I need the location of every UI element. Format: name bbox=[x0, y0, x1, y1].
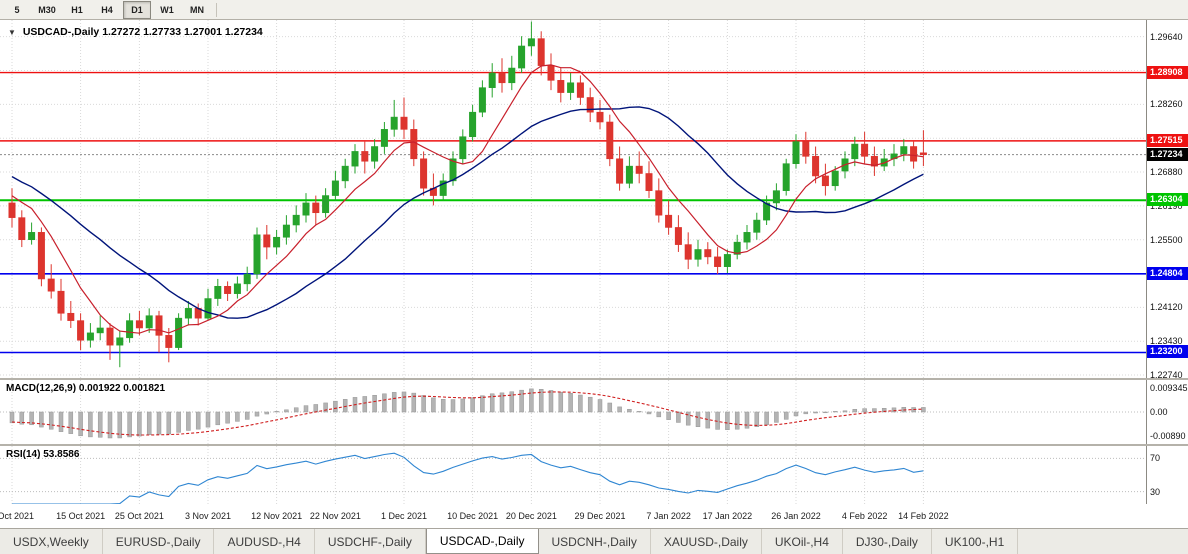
rsi-value: 53.8586 bbox=[43, 449, 80, 460]
price-tick-label: 1.25500 bbox=[1150, 234, 1183, 245]
time-tick-label: 17 Jan 2022 bbox=[702, 511, 753, 521]
chart-tab-dj30--daily[interactable]: DJ30-,Daily bbox=[843, 529, 932, 554]
chart-tab-eurusd--daily[interactable]: EURUSD-,Daily bbox=[103, 529, 215, 554]
chart-tab-ukoil--h4[interactable]: UKOil-,H4 bbox=[762, 529, 843, 554]
price-level-badge: 1.24804 bbox=[1147, 266, 1188, 280]
price-level-badge: 1.26304 bbox=[1147, 193, 1188, 207]
chart-tab-xauusd--daily[interactable]: XAUUSD-,Daily bbox=[651, 529, 762, 554]
toolbar-divider bbox=[216, 2, 217, 17]
chart-tab-usdcnh--daily[interactable]: USDCNH-,Daily bbox=[539, 529, 651, 554]
price-level-badge: 1.23200 bbox=[1147, 345, 1188, 359]
price-tick-label: 1.22740 bbox=[1150, 370, 1183, 381]
price-tick-label: 1.29640 bbox=[1150, 31, 1183, 42]
time-tick-label: 15 Oct 2021 bbox=[56, 511, 106, 521]
timeframe-button-m30[interactable]: M30 bbox=[38, 4, 56, 15]
time-tick-label: 6 Oct 2021 bbox=[0, 511, 35, 521]
time-tick-label: 4 Feb 2022 bbox=[841, 511, 888, 521]
chart-tabs-bar: USDX,Weekly EURUSD-,Daily AUDUSD-,H4 USDCHF… bbox=[0, 528, 1188, 554]
time-axis: 6 Oct 2021 15 Oct 2021 25 Oct 2021 3 Nov 20… bbox=[0, 504, 1188, 528]
chart-tab-usdcad--daily[interactable]: USDCAD-,Daily bbox=[425, 529, 539, 554]
chart-tab-usdchf--daily[interactable]: USDCHF-,Daily bbox=[315, 529, 426, 554]
chart-ohlc-values: 1.27272 1.27733 1.27001 1.27234 bbox=[102, 26, 263, 38]
time-tick-label: 10 Dec 2021 bbox=[447, 511, 499, 521]
rsi-level-label: 70 bbox=[1150, 453, 1161, 464]
timeframe-button-5[interactable]: 5 bbox=[14, 4, 20, 15]
time-tick-label: 12 Nov 2021 bbox=[251, 511, 303, 521]
price-level-badge: 1.27515 bbox=[1147, 133, 1188, 147]
pane-separator-macd[interactable] bbox=[0, 378, 1188, 380]
window-collapse-icon[interactable]: ▼ bbox=[8, 28, 16, 37]
chart-tab-usdx-weekly[interactable]: USDX,Weekly bbox=[0, 529, 103, 554]
pane-separator-rsi[interactable] bbox=[0, 444, 1188, 446]
timeframe-toolbar: 5 M30 H1 H4 D1 W1 MN bbox=[0, 0, 1188, 20]
chart-title: ▼ USDCAD-,Daily 1.27272 1.27733 1.27001 … bbox=[8, 26, 263, 38]
macd-values: 0.001922 0.001821 bbox=[78, 383, 166, 394]
price-tick-label: 1.26880 bbox=[1150, 167, 1183, 178]
chart-tab-uk100--h1[interactable]: UK100-,H1 bbox=[932, 529, 1019, 554]
macd-axis-zero: 0.00 bbox=[1150, 407, 1168, 417]
time-tick-label: 1 Dec 2021 bbox=[380, 511, 428, 521]
macd-axis-max: 0.009345 bbox=[1150, 383, 1188, 393]
time-tick-label: 3 Nov 2021 bbox=[184, 511, 232, 521]
macd-indicator-label: MACD(12,26,9) 0.001922 0.001821 bbox=[6, 383, 166, 394]
time-tick-label: 26 Jan 2022 bbox=[771, 511, 821, 521]
chart-tab-audusd--h4[interactable]: AUDUSD-,H4 bbox=[214, 529, 315, 554]
price-chart-canvas[interactable] bbox=[0, 20, 1146, 504]
time-tick-label: 20 Dec 2021 bbox=[505, 511, 557, 521]
price-level-badge: 1.28908 bbox=[1147, 65, 1188, 79]
time-tick-label: 29 Dec 2021 bbox=[574, 511, 626, 521]
current-price-badge: 1.27234 bbox=[1147, 147, 1188, 161]
price-tick-label: 1.24120 bbox=[1150, 302, 1183, 313]
time-tick-label: 7 Jan 2022 bbox=[646, 511, 691, 521]
timeframe-button-h1[interactable]: H1 bbox=[71, 4, 83, 15]
time-tick-label: 25 Oct 2021 bbox=[114, 511, 164, 521]
timeframe-button-w1[interactable]: W1 bbox=[160, 4, 174, 15]
timeframe-button-d1[interactable]: D1 bbox=[123, 0, 151, 19]
timeframe-button-h4[interactable]: H4 bbox=[101, 4, 113, 15]
timeframe-button-mn[interactable]: MN bbox=[190, 4, 204, 15]
rsi-level-label: 30 bbox=[1150, 486, 1161, 497]
chart-symbol-label: USDCAD-,Daily bbox=[22, 26, 100, 38]
price-tick-label: 1.28260 bbox=[1150, 99, 1183, 110]
rsi-indicator-label: RSI(14) 53.8586 bbox=[6, 449, 80, 460]
price-tick-label: 1.23430 bbox=[1150, 336, 1183, 347]
time-tick-label: 22 Nov 2021 bbox=[309, 511, 361, 521]
price-axis: 1.296401.289501.282601.275701.268801.261… bbox=[1146, 20, 1188, 504]
time-tick-label: 14 Feb 2022 bbox=[898, 511, 949, 521]
macd-axis-min: -0.00890 bbox=[1150, 431, 1186, 441]
